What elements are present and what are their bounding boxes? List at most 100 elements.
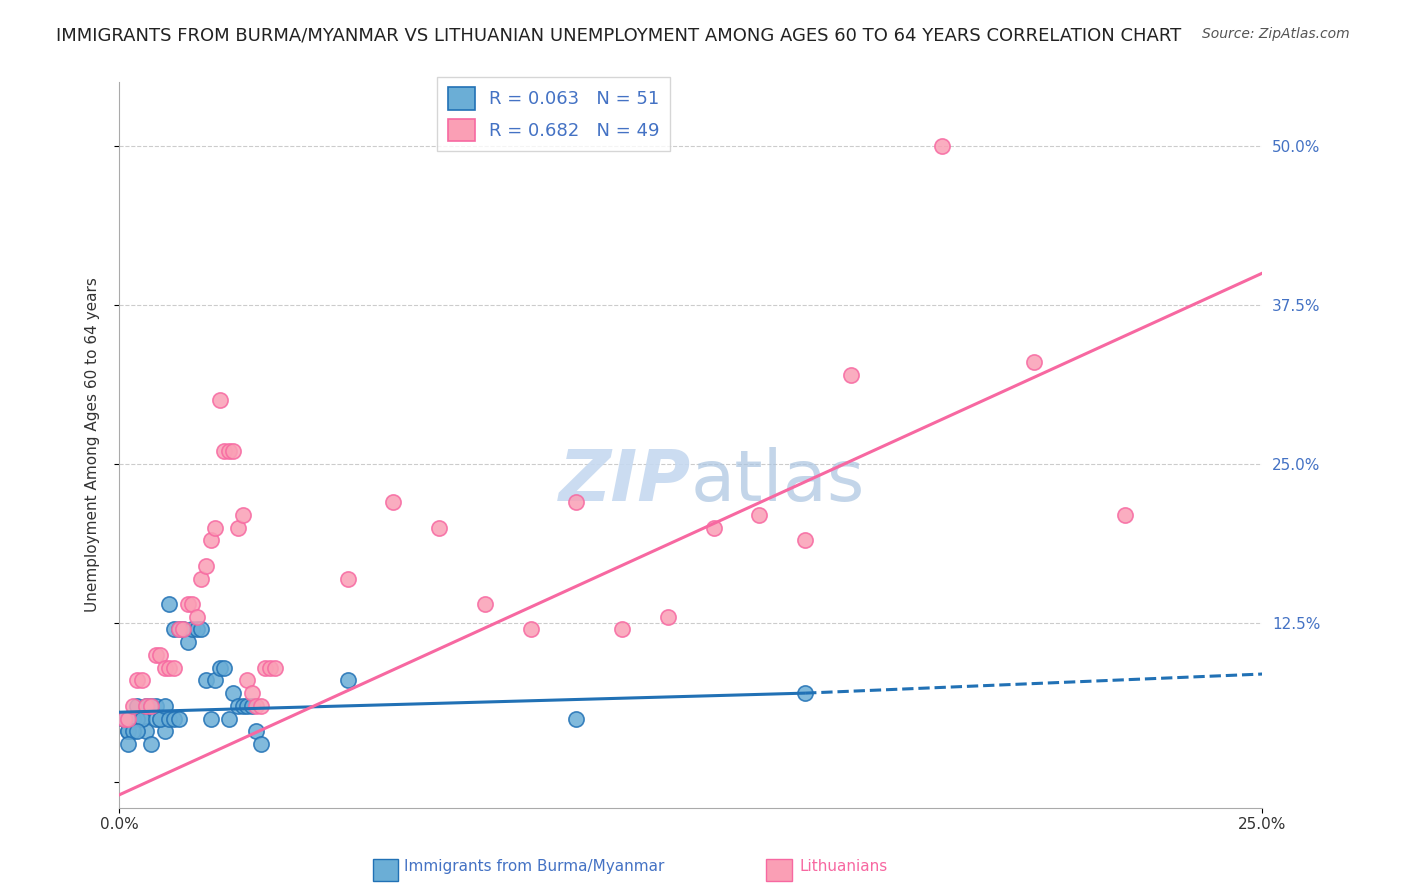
Point xyxy=(245,724,267,739)
Point xyxy=(112,712,135,726)
Point xyxy=(336,572,359,586)
Point xyxy=(121,724,143,739)
Point xyxy=(232,698,254,713)
Point xyxy=(181,623,204,637)
Point xyxy=(232,508,254,522)
Point xyxy=(212,444,235,458)
Point xyxy=(703,521,725,535)
Point xyxy=(190,572,212,586)
Point xyxy=(474,597,496,611)
Point xyxy=(127,724,149,739)
Point xyxy=(565,712,588,726)
Point xyxy=(131,673,153,688)
Point xyxy=(931,138,953,153)
Y-axis label: Unemployment Among Ages 60 to 64 years: Unemployment Among Ages 60 to 64 years xyxy=(86,277,100,612)
Point xyxy=(145,648,167,662)
Point xyxy=(208,393,231,408)
Point xyxy=(226,698,249,713)
Point xyxy=(127,698,149,713)
Point xyxy=(204,673,226,688)
Point xyxy=(839,368,862,382)
Point xyxy=(204,521,226,535)
Point xyxy=(186,609,208,624)
Point xyxy=(236,698,259,713)
Point xyxy=(190,623,212,637)
Point xyxy=(218,712,240,726)
Point xyxy=(131,712,153,726)
Point xyxy=(157,661,180,675)
Point xyxy=(250,698,273,713)
Point xyxy=(149,712,172,726)
Point xyxy=(163,623,186,637)
Text: ZIP: ZIP xyxy=(558,447,690,516)
Point xyxy=(222,444,245,458)
Point xyxy=(172,623,194,637)
Point xyxy=(127,712,149,726)
Point xyxy=(117,712,139,726)
Point xyxy=(565,495,588,509)
Point xyxy=(167,712,190,726)
Point xyxy=(127,673,149,688)
Point xyxy=(131,712,153,726)
Point xyxy=(263,661,285,675)
Point xyxy=(176,597,198,611)
Point xyxy=(250,737,273,751)
Point xyxy=(149,712,172,726)
Point xyxy=(240,698,263,713)
Point xyxy=(254,661,277,675)
Point xyxy=(794,533,817,548)
Point xyxy=(117,712,139,726)
Point xyxy=(157,597,180,611)
Point xyxy=(245,698,267,713)
Point xyxy=(145,712,167,726)
Point xyxy=(139,698,162,713)
Point xyxy=(236,673,259,688)
Point xyxy=(181,597,204,611)
Point xyxy=(226,521,249,535)
Point xyxy=(208,661,231,675)
Point xyxy=(200,712,222,726)
Point xyxy=(139,737,162,751)
Point xyxy=(117,724,139,739)
Text: atlas: atlas xyxy=(690,447,865,516)
Point xyxy=(259,661,281,675)
Point xyxy=(167,623,190,637)
Point xyxy=(200,533,222,548)
Point xyxy=(121,712,143,726)
Point xyxy=(194,673,217,688)
Point xyxy=(153,661,176,675)
Point xyxy=(135,698,157,713)
Point xyxy=(1114,508,1136,522)
Point xyxy=(176,635,198,649)
Point xyxy=(240,686,263,700)
Point xyxy=(222,686,245,700)
Point xyxy=(163,661,186,675)
Point xyxy=(218,444,240,458)
Point xyxy=(149,648,172,662)
Point xyxy=(1022,355,1045,369)
Point xyxy=(427,521,450,535)
Point xyxy=(172,623,194,637)
Point xyxy=(112,712,135,726)
Point xyxy=(382,495,405,509)
Text: Source: ZipAtlas.com: Source: ZipAtlas.com xyxy=(1202,27,1350,41)
Point xyxy=(748,508,770,522)
Legend: R = 0.063   N = 51, R = 0.682   N = 49: R = 0.063 N = 51, R = 0.682 N = 49 xyxy=(437,77,671,152)
Point xyxy=(167,623,190,637)
Point xyxy=(153,724,176,739)
Point xyxy=(117,724,139,739)
Point xyxy=(519,623,541,637)
Text: IMMIGRANTS FROM BURMA/MYANMAR VS LITHUANIAN UNEMPLOYMENT AMONG AGES 60 TO 64 YEA: IMMIGRANTS FROM BURMA/MYANMAR VS LITHUAN… xyxy=(56,27,1181,45)
Text: Immigrants from Burma/Myanmar: Immigrants from Burma/Myanmar xyxy=(404,859,665,874)
Point xyxy=(135,724,157,739)
Point xyxy=(336,673,359,688)
Point xyxy=(612,623,634,637)
Point xyxy=(121,712,143,726)
Point xyxy=(186,623,208,637)
Point xyxy=(657,609,679,624)
Point xyxy=(139,698,162,713)
Point xyxy=(121,698,143,713)
Point xyxy=(145,698,167,713)
Point xyxy=(117,737,139,751)
Point xyxy=(153,698,176,713)
